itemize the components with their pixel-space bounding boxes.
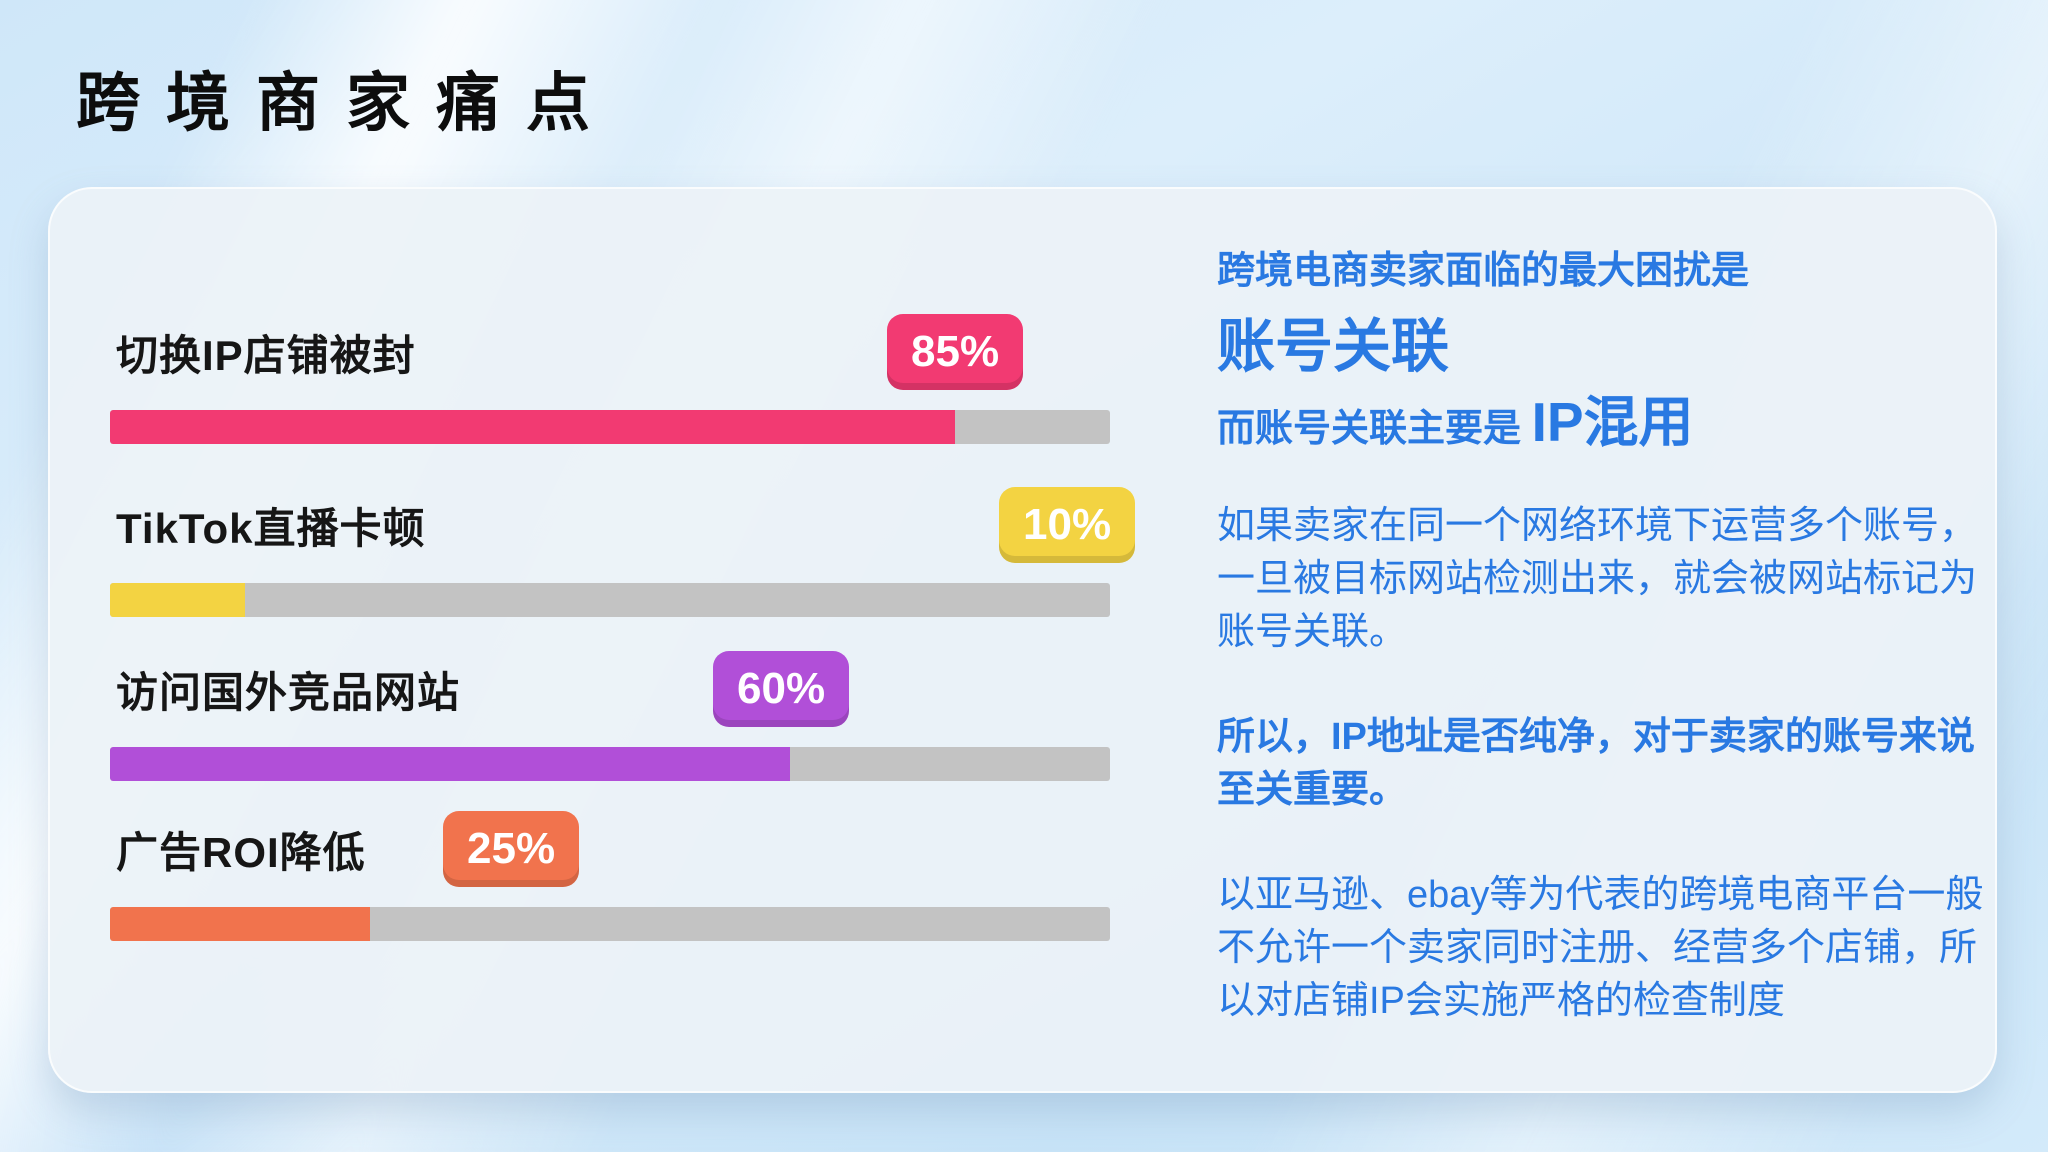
subline-prefix: 而账号关联主要是 (1217, 408, 1532, 450)
paragraph-ip-purity: 所以，IP地址是否纯净，对于卖家的账号来说至关重要。 (1217, 716, 1975, 811)
bar-track (110, 410, 1110, 444)
bar-row-ad-roi: 广告ROI降低 25% (110, 811, 1110, 951)
intro-line: 跨境电商卖家面临的最大困扰是 (1217, 250, 1750, 292)
bar-fill (110, 747, 790, 781)
right-panel: 跨境电商卖家面临的最大困扰是 账号关联 而账号关联主要是 IP混用 如果卖家在同… (1217, 247, 1995, 1080)
pain-points-bar-chart: 切换IP店铺被封 85% TikTok直播卡顿 10% 访问国外竞品网站 60% (110, 189, 1136, 1091)
page-title: 跨境商家痛点 (76, 67, 616, 139)
bar-label: 切换IP店铺被封 (116, 332, 416, 379)
bar-track (110, 747, 1110, 781)
value-badge: 85% (887, 314, 1024, 390)
subline-ip-mixing: 而账号关联主要是 IP混用 (1217, 391, 1995, 460)
bar-fill (110, 410, 955, 444)
bar-track (110, 907, 1110, 941)
content-card: 切换IP店铺被封 85% TikTok直播卡顿 10% 访问国外竞品网站 60% (48, 187, 1997, 1093)
bar-row-ip-ban: 切换IP店铺被封 85% (110, 314, 1110, 454)
bar-fill (110, 583, 245, 617)
bar-label: 广告ROI降低 (116, 829, 366, 876)
bar-label: TikTok直播卡顿 (116, 505, 426, 552)
paragraph-platform-policy: 以亚马逊、ebay等为代表的跨境电商平台一般不允许一个卖家同时注册、经营多个店铺… (1217, 874, 1984, 1022)
value-badge: 60% (713, 651, 850, 727)
value-badge: 10% (999, 487, 1136, 563)
value-badge: 25% (443, 811, 580, 887)
bar-row-tiktok-lag: TikTok直播卡顿 10% (110, 487, 1136, 627)
bar-track (110, 583, 1110, 617)
subline-highlight: IP混用 (1531, 391, 1694, 453)
paragraph-detection: 如果卖家在同一个网络环境下运营多个账号，一旦被目标网站检测出来，就会被网站标记为… (1217, 505, 1978, 653)
headline-account-linking: 账号关联 (1217, 314, 1450, 379)
bar-label: 访问国外竞品网站 (116, 669, 461, 716)
bar-fill (110, 907, 370, 941)
bar-row-foreign-sites: 访问国外竞品网站 60% (110, 651, 1110, 791)
